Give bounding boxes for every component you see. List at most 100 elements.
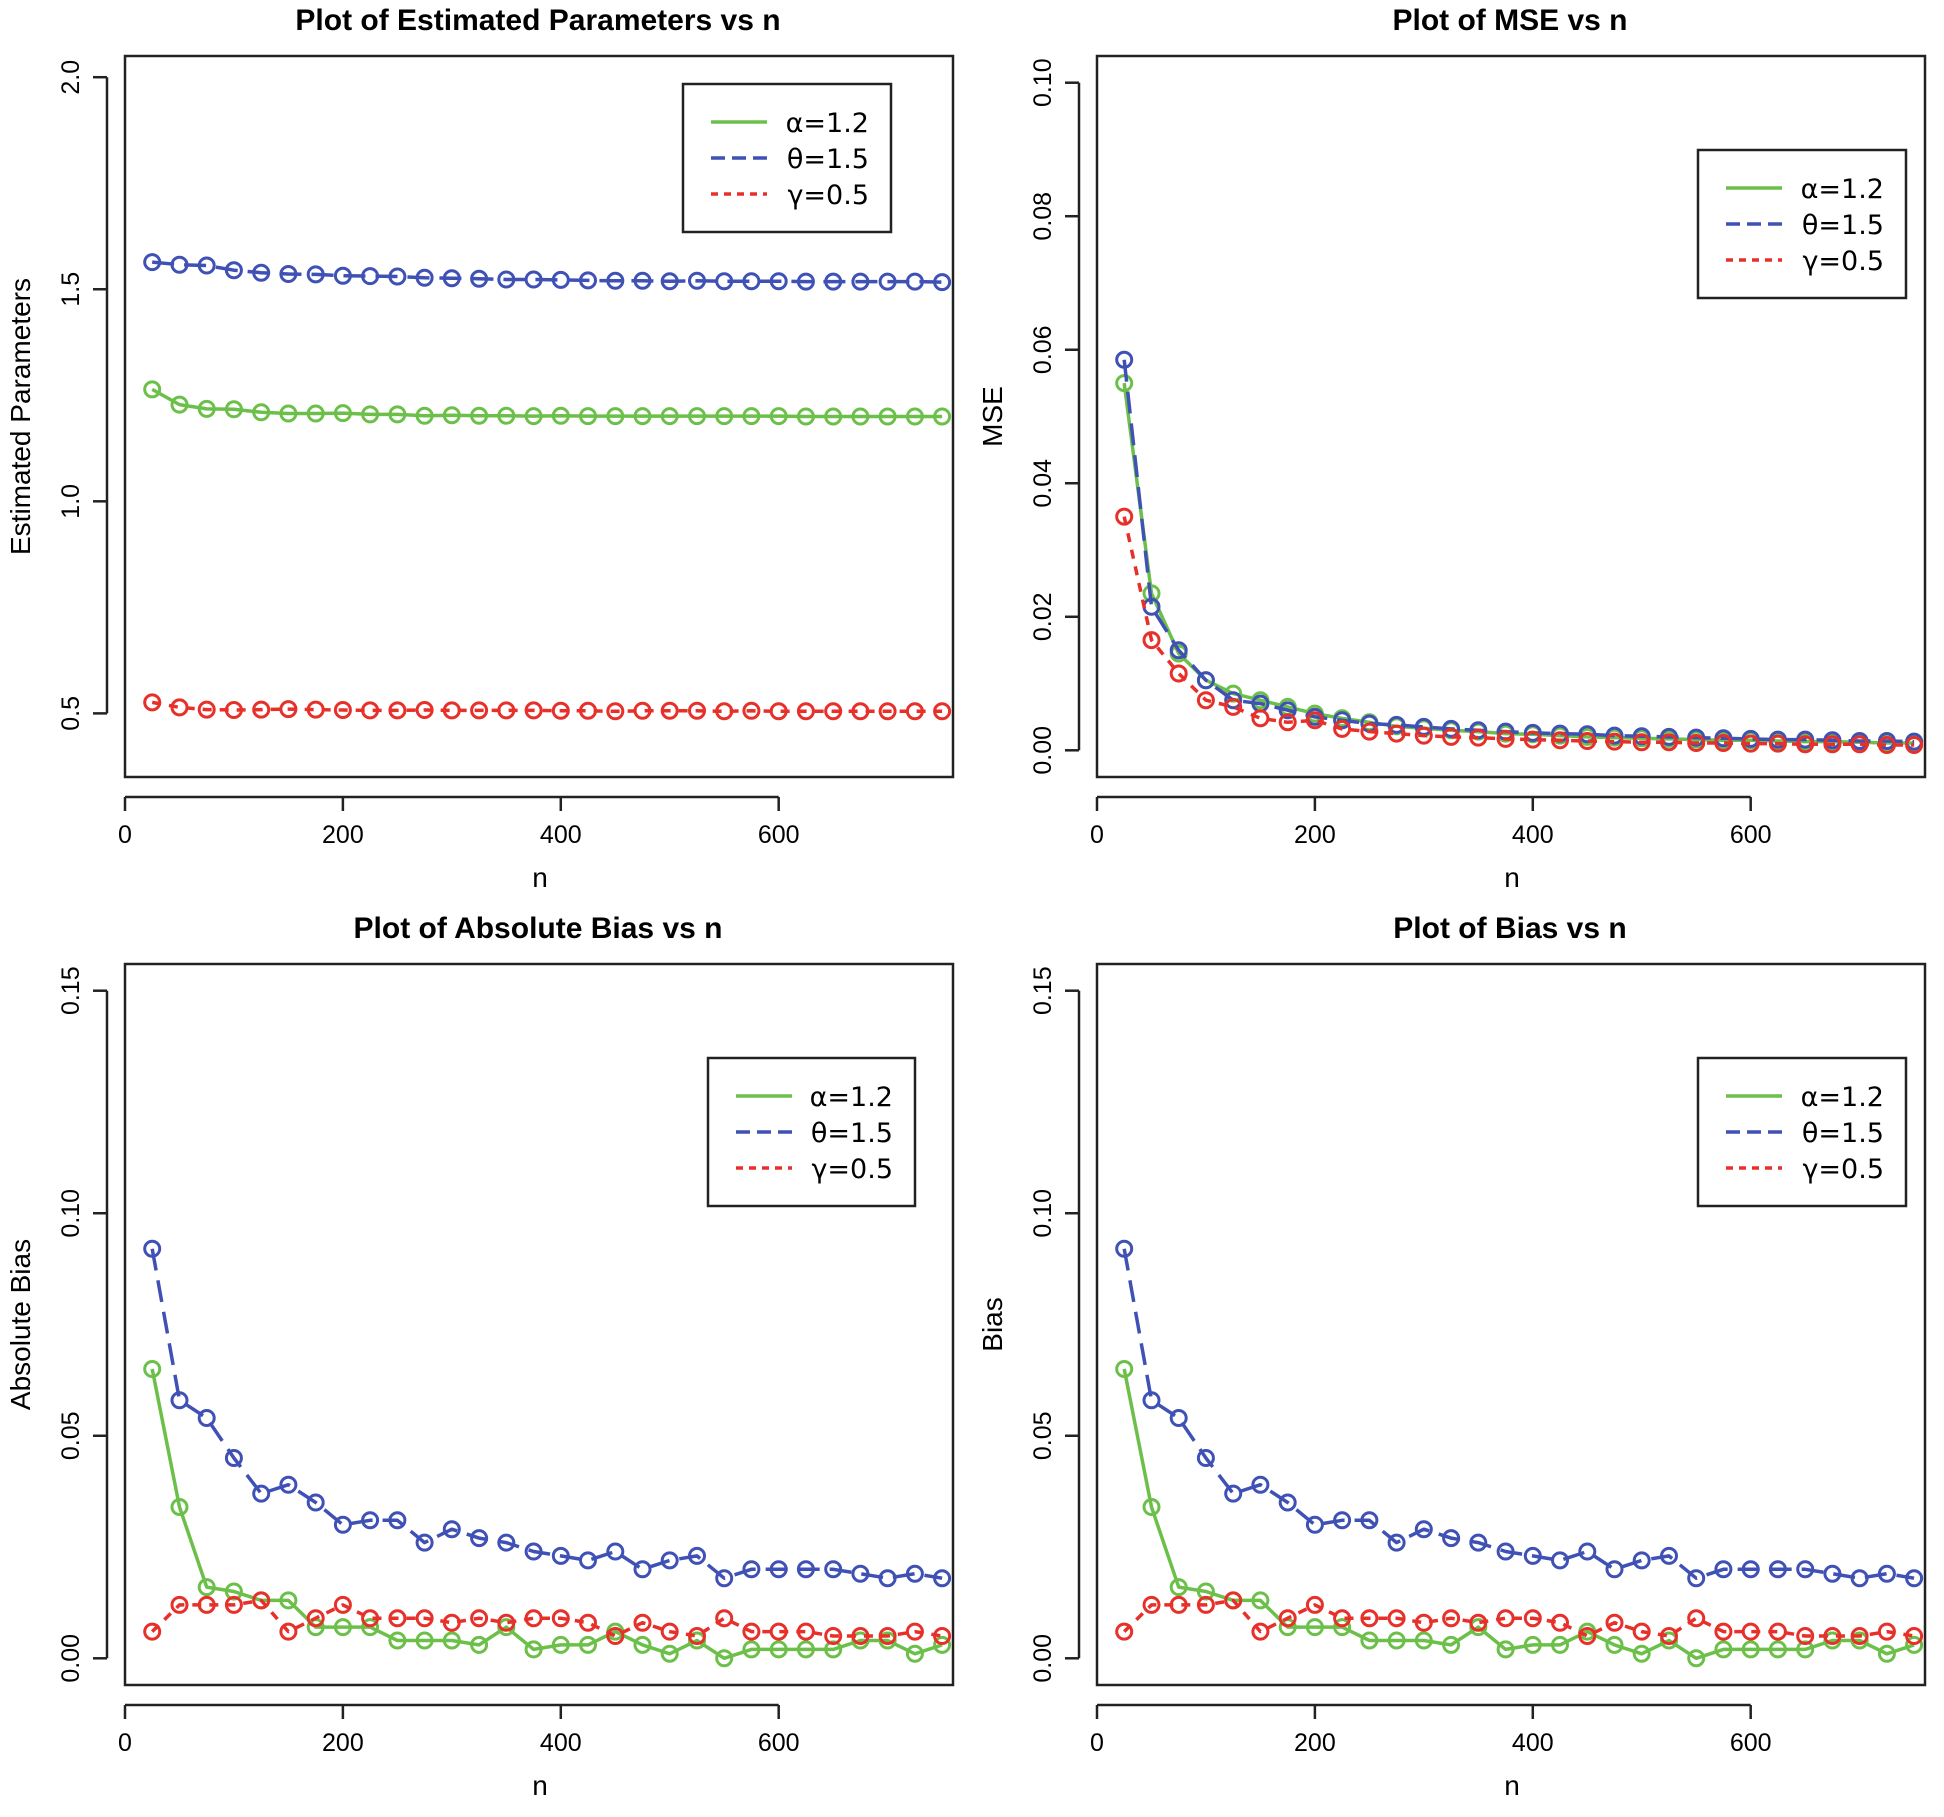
- data-point: [1714, 734, 1733, 752]
- data-point: [1333, 1618, 1352, 1637]
- data-point: [579, 1613, 597, 1632]
- data-point: [1523, 723, 1542, 742]
- series-line: [151, 387, 943, 419]
- data-point: [796, 1622, 815, 1641]
- data-point: [796, 1640, 815, 1659]
- data-point: [878, 407, 897, 426]
- data-point: [497, 1613, 516, 1632]
- data-point: [796, 407, 815, 426]
- y-tick-label: 0.15: [1029, 966, 1057, 1015]
- data-point: [1224, 1484, 1243, 1503]
- data-point: [470, 269, 489, 288]
- legend-label: α=1.2: [810, 1082, 893, 1113]
- data-point: [306, 1493, 325, 1512]
- data-point: [1796, 735, 1815, 754]
- data-point: [306, 265, 325, 284]
- data-point: [1578, 725, 1597, 744]
- series-line: [150, 1248, 943, 1580]
- data-point: [388, 267, 407, 286]
- x-tick-label: 0: [118, 1729, 132, 1757]
- legend-label: θ=1.5: [787, 144, 869, 175]
- data-point: [551, 1546, 570, 1565]
- data-point: [1387, 1533, 1406, 1552]
- x-tick-label: 600: [1730, 821, 1772, 849]
- chart-title: Plot of Estimated Parameters vs n: [295, 4, 780, 37]
- data-point: [524, 701, 543, 720]
- series-line: [150, 1368, 943, 1661]
- data-point: [197, 1409, 216, 1427]
- data-point: [1196, 1595, 1215, 1614]
- data-point: [769, 272, 788, 291]
- data-point: [170, 255, 189, 274]
- data-point: [1823, 1564, 1842, 1583]
- data-point: [197, 700, 216, 719]
- y-tick-label: 0.02: [1029, 592, 1057, 641]
- plot-frame: [1095, 54, 1927, 779]
- data-point: [1251, 1591, 1270, 1610]
- y-tick-label: 0.5: [57, 696, 85, 731]
- data-point: [1523, 730, 1542, 749]
- data-point: [1305, 1515, 1324, 1534]
- data-point: [415, 1533, 434, 1552]
- x-tick-label: 0: [1090, 821, 1104, 849]
- x-tick-label: 200: [322, 821, 364, 849]
- data-point: [1442, 719, 1461, 738]
- data-point: [1605, 1613, 1624, 1632]
- data-point: [224, 701, 243, 719]
- data-point: [851, 1564, 870, 1583]
- data-point: [470, 1635, 489, 1654]
- data-point: [1496, 1640, 1515, 1659]
- data-point: [660, 407, 679, 426]
- data-point: [660, 1622, 679, 1641]
- data-point: [143, 253, 162, 272]
- data-point: [1578, 1627, 1597, 1645]
- data-point: [1305, 711, 1324, 730]
- data-point: [1387, 715, 1406, 734]
- data-point: [1278, 701, 1297, 720]
- data-point: [143, 1622, 162, 1641]
- data-point: [415, 1631, 434, 1650]
- data-point: [442, 269, 461, 288]
- series-line: [1122, 1368, 1915, 1661]
- data-point: [851, 407, 870, 426]
- data-point: [1877, 1644, 1896, 1663]
- series-gamma: [143, 693, 952, 721]
- data-point: [1768, 1640, 1787, 1659]
- data-point: [442, 1631, 461, 1650]
- series-alpha: [1115, 1360, 1924, 1668]
- data-point: [252, 700, 271, 719]
- data-point: [306, 404, 325, 423]
- data-point: [524, 1640, 543, 1659]
- x-axis-label: n: [1504, 862, 1520, 893]
- data-point: [1360, 722, 1379, 741]
- data-point: [1523, 1546, 1542, 1565]
- series-line: [1122, 359, 1915, 744]
- data-point: [579, 271, 597, 290]
- data-point: [1551, 1551, 1569, 1570]
- data-point: [579, 1635, 597, 1654]
- legend-label: θ=1.5: [811, 1118, 893, 1149]
- y-axis-label: Estimated Parameters: [5, 278, 36, 555]
- data-point: [1578, 732, 1597, 750]
- data-point: [1741, 1560, 1760, 1579]
- data-point: [933, 1627, 952, 1645]
- data-point: [1278, 713, 1297, 732]
- data-point: [1823, 735, 1842, 754]
- data-point: [1169, 1578, 1188, 1597]
- data-point: [851, 702, 870, 721]
- y-tick-label: 0.10: [1029, 58, 1057, 107]
- data-point: [1578, 1542, 1597, 1561]
- data-point: [197, 1578, 216, 1597]
- data-point: [1523, 1635, 1542, 1654]
- data-point: [1115, 1622, 1134, 1641]
- data-point: [1224, 1591, 1243, 1610]
- data-point: [1632, 1551, 1651, 1570]
- data-point: [197, 256, 216, 275]
- data-point: [1551, 1613, 1569, 1632]
- series-alpha: [143, 380, 952, 426]
- legend-label: γ=0.5: [1802, 246, 1884, 277]
- data-point: [1768, 734, 1787, 753]
- data-point: [1877, 1622, 1896, 1641]
- data-point: [442, 1520, 461, 1539]
- legend: α=1.2 θ=1.5 γ=0.5: [1696, 148, 1908, 300]
